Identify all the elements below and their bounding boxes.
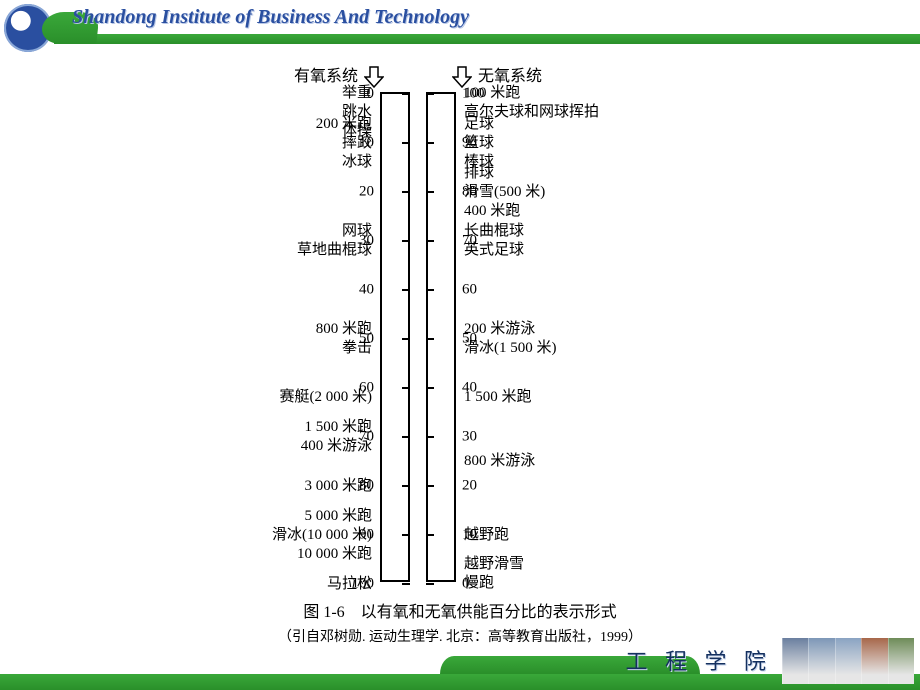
aerobic-activity: 赛艇(2 000 米) [280, 388, 373, 407]
aerobic-activity: 800 米跑拳击 [316, 320, 372, 358]
dual-ruler: 有氧系统 无氧系统 0102030405060708090100 1009080… [380, 92, 456, 582]
tick-mark [402, 142, 410, 144]
tick-mark [402, 387, 410, 389]
aerobic-tick-label: 20 [359, 184, 374, 201]
campus-photo-segment [888, 638, 914, 684]
anaerobic-tick-label: 60 [462, 282, 477, 299]
tick-mark [402, 338, 410, 340]
aerobic-activity: 200 米跑摔跤冰球 [316, 115, 372, 172]
tick-mark [426, 289, 434, 291]
header-green-bar [54, 34, 920, 44]
anaerobic-tick-label: 20 [462, 478, 477, 495]
anaerobic-heading-text: 无氧系统 [478, 68, 542, 85]
tick-mark [402, 436, 410, 438]
anaerobic-activity: 200 米游泳滑冰(1 500 米) [464, 320, 557, 358]
slide-footer: 工 程 学 院 [0, 650, 920, 690]
campus-photo-segment [835, 638, 861, 684]
campus-photo-segment [808, 638, 834, 684]
aerobic-activity: 3 000 米跑 [304, 477, 372, 496]
aerobic-activity: 马拉松 [327, 575, 372, 594]
school-label: 工 程 学 院 [625, 644, 772, 676]
tick-mark [426, 338, 434, 340]
tick-mark [402, 289, 410, 291]
tick-mark [426, 142, 434, 144]
anaerobic-activity: 800 米游泳 [464, 452, 535, 471]
anaerobic-tick-label: 30 [462, 429, 477, 446]
campus-photo-strip [782, 638, 914, 684]
anaerobic-activity: 越野滑雪慢跑 [464, 555, 524, 593]
tick-mark [402, 583, 410, 585]
tick-mark [426, 93, 434, 95]
tick-mark [402, 240, 410, 242]
anaerobic-activity: 1 500 米跑 [464, 388, 532, 407]
tick-mark [402, 485, 410, 487]
campus-photo-segment [861, 638, 887, 684]
figure-caption-line1: 图 1-6 以有氧和无氧供能百分比的表示形式 [0, 598, 920, 622]
anaerobic-activity: 长曲棍球英式足球 [464, 222, 524, 260]
tick-mark [426, 387, 434, 389]
tick-mark [426, 436, 434, 438]
anaerobic-ruler: 1009080706050403020100 [426, 92, 456, 582]
tick-mark [426, 583, 434, 585]
aerobic-heading: 有氧系统 [294, 62, 386, 88]
anaerobic-activity: 越野跑 [464, 526, 509, 545]
tick-mark [426, 485, 434, 487]
tick-mark [402, 191, 410, 193]
aerobic-tick-label: 40 [359, 282, 374, 299]
tick-mark [402, 534, 410, 536]
anaerobic-activity: 排球滑雪(500 米)400 米跑 [464, 164, 545, 221]
tick-mark [426, 240, 434, 242]
aerobic-activity: 5 000 米跑滑冰(10 000 米)10 000 米跑 [272, 507, 372, 564]
campus-photo-segment [782, 638, 808, 684]
aerobic-activity: 网球草地曲棍球 [297, 222, 372, 260]
tick-mark [426, 191, 434, 193]
slide-header: Shandong Institute of Business And Techn… [0, 0, 920, 50]
aerobic-ruler: 0102030405060708090100 [380, 92, 410, 582]
tick-mark [426, 534, 434, 536]
aerobic-heading-text: 有氧系统 [294, 68, 358, 85]
energy-system-diagram: 有氧系统 无氧系统 0102030405060708090100 1009080… [0, 60, 920, 630]
aerobic-activity: 1 500 米跑400 米游泳 [301, 418, 372, 456]
institute-title: Shandong Institute of Business And Techn… [72, 6, 469, 29]
tick-mark [402, 93, 410, 95]
